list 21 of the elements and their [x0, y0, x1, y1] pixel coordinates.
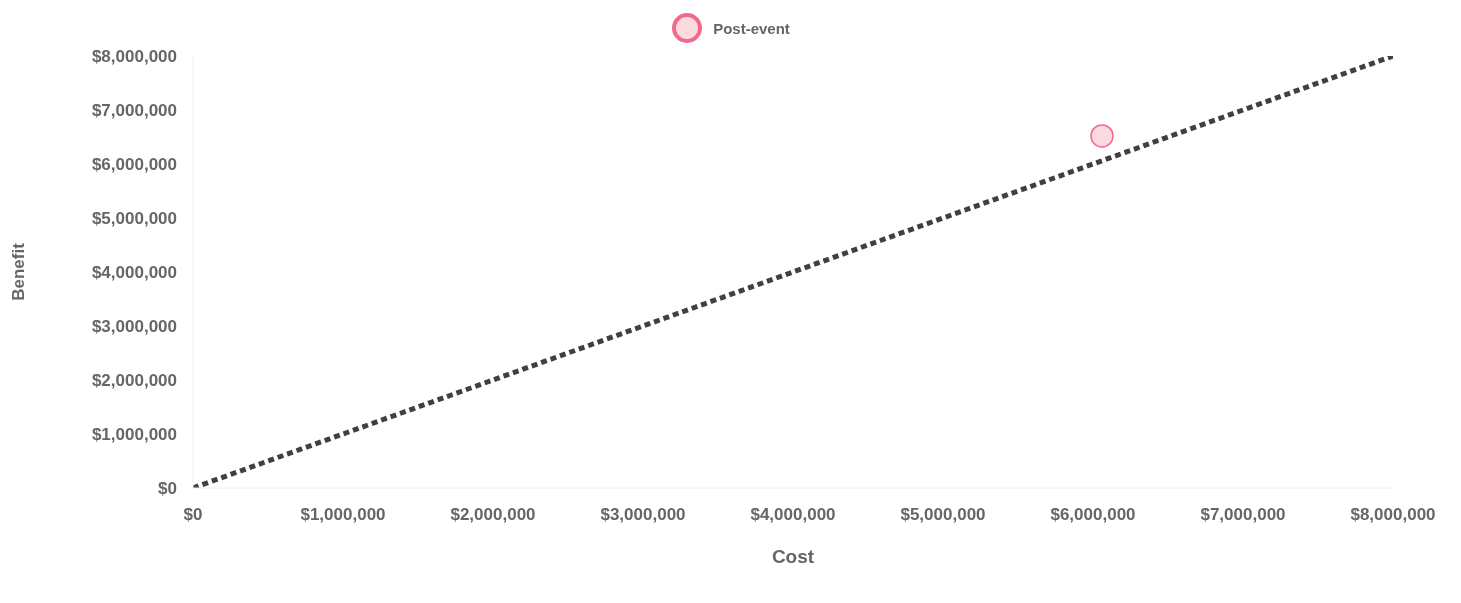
- legend-label: Post-event: [712, 18, 790, 39]
- y-tick-label: $6,000,000: [91, 155, 177, 175]
- y-tick-label: $1,000,000: [91, 425, 177, 445]
- y-tick-label: $5,000,000: [91, 209, 177, 229]
- x-tick-label: $6,000,000: [1050, 505, 1136, 525]
- x-axis-title: Cost: [771, 546, 815, 567]
- y-tick-label: $4,000,000: [91, 263, 177, 283]
- y-axis-title: Benefit: [9, 242, 29, 301]
- x-tick-label: $0: [183, 505, 203, 525]
- x-tick-label: $4,000,000: [750, 505, 836, 525]
- y-tick-label: $3,000,000: [91, 317, 177, 337]
- x-tick-label: $5,000,000: [900, 505, 986, 525]
- x-tick-label: $7,000,000: [1200, 505, 1286, 525]
- y-tick-label: $2,000,000: [91, 371, 177, 391]
- x-tick-label: $8,000,000: [1350, 505, 1436, 525]
- y-tick-label: $7,000,000: [91, 101, 177, 121]
- x-tick-label: $2,000,000: [450, 505, 536, 525]
- x-tick-label: $3,000,000: [600, 505, 686, 525]
- y-tick-label: $0: [158, 479, 177, 499]
- y-tick-label: $8,000,000: [91, 47, 177, 67]
- x-tick-label: $1,000,000: [300, 505, 386, 525]
